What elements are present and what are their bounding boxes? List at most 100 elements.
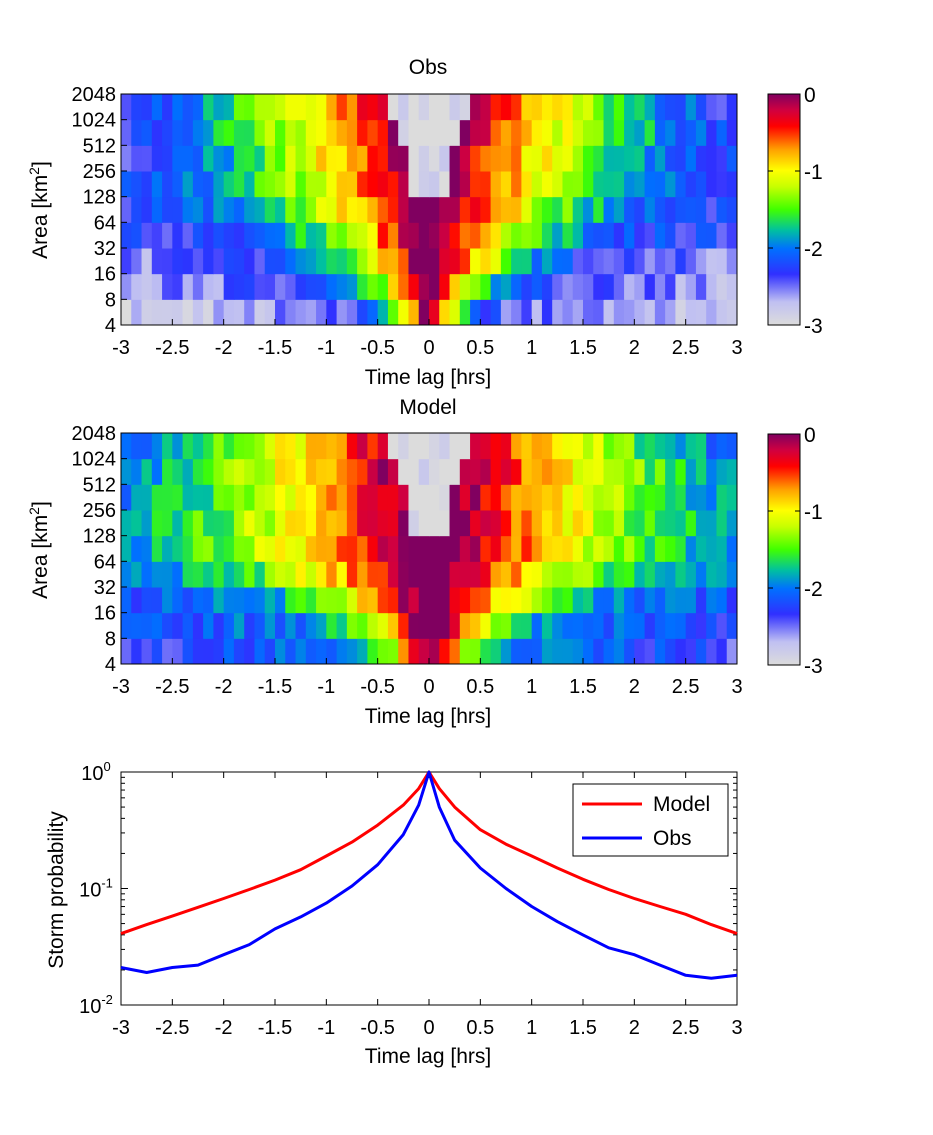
heatmap-cell (244, 196, 255, 223)
heatmap-cell (285, 612, 297, 639)
heatmap-cell (429, 612, 440, 639)
heatmap-cell (305, 94, 317, 121)
heatmap-cell (346, 222, 358, 249)
heatmap-cell (316, 458, 327, 485)
heatmap-cell (634, 299, 646, 326)
heatmap-cell (480, 587, 492, 614)
heatmap-cell (634, 433, 646, 460)
heatmap-cell (151, 612, 163, 639)
heatmap-cell (541, 612, 553, 639)
heatmap-cell (264, 119, 276, 146)
heatmap-cell (552, 196, 563, 223)
heatmap-cell (593, 638, 605, 665)
heatmap-cell (367, 535, 379, 562)
heatmap-cell (603, 510, 615, 537)
heatmap-cell (346, 433, 358, 460)
heatmap-cell (695, 94, 707, 121)
heatmap-cell (470, 248, 481, 275)
heatmap-cell (223, 145, 235, 172)
heatmap-cell (244, 299, 255, 326)
heatmap-cell (264, 458, 276, 485)
heatmap-cell (244, 510, 255, 537)
heatmap-cell (275, 119, 286, 146)
heatmap-cell (695, 145, 707, 172)
heatmap-cell (254, 638, 266, 665)
heatmap-cell (162, 119, 173, 146)
heatmap-cell (511, 248, 522, 275)
obs-x-label: Time lag [hrs] (365, 366, 491, 389)
heatmap-cell (285, 535, 297, 562)
heatmap-cell (429, 273, 440, 300)
heatmap-cell (121, 145, 132, 172)
heatmap-cell (439, 299, 451, 326)
heatmap-cell (377, 484, 389, 511)
x-tick-label: 1 (526, 676, 537, 698)
heatmap-cell (624, 587, 635, 614)
x-tick-label: 2 (629, 337, 640, 359)
heatmap-cell (634, 638, 646, 665)
heatmap-cell (531, 433, 543, 460)
heatmap-cell (593, 587, 605, 614)
heatmap-cell (685, 94, 697, 121)
heatmap-cell (552, 171, 563, 198)
heatmap-cell (151, 145, 163, 172)
heatmap-cell (275, 248, 286, 275)
heatmap-cell (552, 248, 563, 275)
heatmap-cell (500, 561, 512, 588)
heatmap-cell (182, 119, 194, 146)
heatmap-cell (131, 196, 143, 223)
heatmap-cell (203, 561, 214, 588)
heatmap-cell (295, 222, 307, 249)
heatmap-cell (377, 171, 389, 198)
heatmap-cell (449, 248, 461, 275)
heatmap-cell (429, 145, 440, 172)
heatmap-cell (141, 248, 153, 275)
heatmap-cell (490, 535, 502, 562)
heatmap-cell (336, 484, 348, 511)
heatmap-cell (408, 119, 420, 146)
heatmap-cell (182, 171, 194, 198)
heatmap-cell (387, 510, 399, 537)
heatmap-cell (429, 561, 440, 588)
heatmap-cell (346, 196, 358, 223)
heatmap-cell (387, 119, 399, 146)
heatmap-cell (500, 171, 512, 198)
heatmap-cell (418, 94, 430, 121)
heatmap-cell (459, 535, 471, 562)
heatmap-cell (500, 94, 512, 121)
heatmap-cell (695, 561, 707, 588)
heatmap-cell (572, 299, 584, 326)
heatmap-cell (285, 458, 297, 485)
heatmap-cell (470, 561, 481, 588)
heatmap-cell (131, 145, 143, 172)
heatmap-cell (275, 587, 286, 614)
heatmap-cell (223, 535, 235, 562)
heatmap-cell (418, 612, 430, 639)
model-y-label: Area [km2] (26, 501, 52, 599)
heatmap-cell (121, 561, 132, 588)
heatmap-cell (726, 484, 738, 511)
heatmap-cell (162, 94, 173, 121)
heatmap-cell (470, 222, 481, 249)
heatmap-cell (531, 484, 543, 511)
heatmap-cell (531, 273, 543, 300)
heatmap-cell (305, 196, 317, 223)
heatmap-cell (223, 561, 235, 588)
heatmap-cell (490, 484, 502, 511)
heatmap-cell (521, 535, 533, 562)
heatmap-cell (531, 171, 543, 198)
heatmap-cell (459, 612, 471, 639)
heatmap-cell (654, 612, 666, 639)
heatmap-cell (162, 535, 173, 562)
heatmap-cell (346, 171, 358, 198)
heatmap-cell (613, 433, 625, 460)
heatmap-cell (408, 248, 420, 275)
heatmap-cell (531, 535, 543, 562)
heatmap-cell (316, 299, 327, 326)
heatmap-cell (593, 171, 605, 198)
heatmap-cell (439, 535, 451, 562)
heatmap-cell (285, 119, 297, 146)
y-tick-label: 4 (105, 654, 116, 676)
heatmap-cell (706, 587, 717, 614)
